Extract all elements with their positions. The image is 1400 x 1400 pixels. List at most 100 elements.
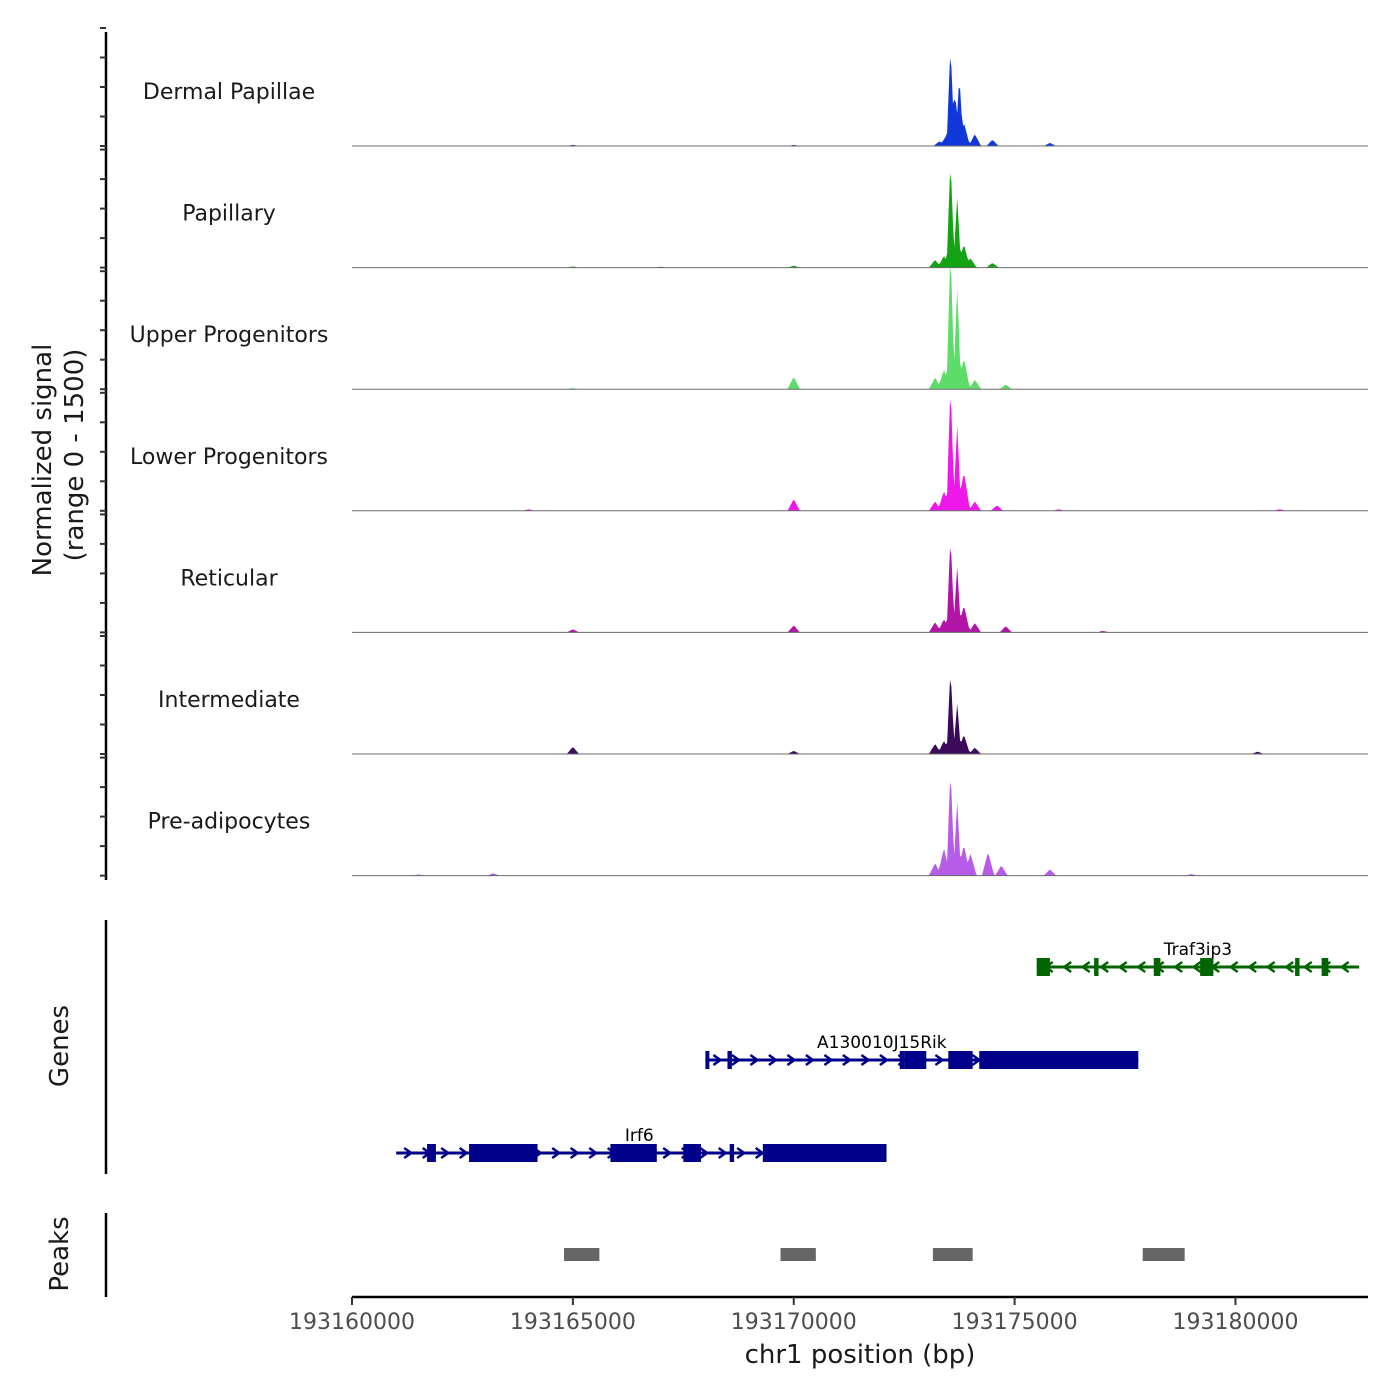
exon [610, 1144, 657, 1162]
exon [762, 1144, 887, 1162]
gene-label: A130010J15Rik [817, 1033, 947, 1053]
strand-arrow [805, 1053, 816, 1067]
peak-region [932, 1248, 973, 1261]
gene-label: Irf6 [625, 1126, 654, 1146]
y-axis-range-label: (range 0 - 1500) [60, 349, 90, 562]
exon [705, 1051, 710, 1069]
exon [727, 1051, 732, 1069]
track-label: Reticular [180, 566, 278, 591]
gene-irf6: Irf6 [396, 1126, 887, 1162]
track-label: Upper Progenitors [130, 323, 329, 348]
x-axis: 193160000 193165000 193170000 193175000 1931… [289, 1295, 1368, 1335]
strand-arrow [1284, 960, 1294, 974]
exon [1094, 958, 1099, 976]
exon [1321, 958, 1329, 976]
strand-arrow [1173, 960, 1183, 974]
strand-arrow [1080, 960, 1091, 974]
exon [729, 1144, 735, 1162]
exon [899, 1051, 905, 1069]
strand-arrow [458, 1146, 469, 1160]
strand-arrow [768, 1053, 779, 1067]
strand-arrow [1062, 960, 1072, 974]
strand-arrow [934, 1053, 945, 1067]
strand-arrow [1117, 960, 1128, 974]
y-axis-title: Normalized signal [28, 344, 58, 577]
signal-area [352, 265, 1368, 390]
strand-arrow [1339, 960, 1350, 974]
gene-traf3ip3: Traf3ip3 [1036, 940, 1360, 976]
strand-arrow [717, 1146, 728, 1160]
signal-track-lower-progenitors [352, 399, 1368, 512]
exon [1153, 958, 1161, 976]
strand-arrow [879, 1053, 890, 1067]
track-label: Pre-adipocytes [148, 810, 311, 835]
peaks-track-label: Peaks [45, 1216, 75, 1291]
signal-tracks [352, 58, 1368, 877]
signal-area [352, 399, 1368, 511]
x-tick-label: 193170000 [731, 1310, 857, 1335]
track-label: Papillary [182, 202, 276, 227]
exon [904, 1051, 927, 1069]
strand-arrow [712, 1053, 723, 1067]
strand-arrow [699, 1146, 710, 1160]
signal-area [352, 173, 1368, 268]
exon [979, 1051, 1139, 1069]
peaks-track [104, 1213, 1185, 1297]
genes-track-label: Genes [45, 1005, 75, 1087]
strand-arrow [1265, 960, 1276, 974]
strand-arrow [731, 1053, 742, 1067]
signal-track-papillary [352, 173, 1368, 269]
gene-track: Traf3ip3 A130010J15Rik Irf6 [104, 920, 1360, 1174]
gene-a130010j15rik: A130010J15Rik [705, 1033, 1139, 1069]
track-label: Dermal Papillae [143, 80, 315, 105]
signal-track-upper-progenitors [352, 265, 1368, 390]
x-tick-label: 193160000 [289, 1310, 415, 1335]
signal-area [352, 679, 1368, 754]
peak-region [780, 1248, 816, 1261]
strand-arrow [786, 1053, 797, 1067]
exon [1295, 958, 1300, 976]
strand-arrow [823, 1053, 834, 1067]
strand-arrow [736, 1146, 747, 1160]
x-axis-title: chr1 position (bp) [745, 1340, 976, 1370]
strand-arrow [842, 1053, 853, 1067]
strand-arrow [662, 1146, 673, 1160]
strand-arrow [588, 1146, 599, 1160]
exon [1200, 958, 1214, 976]
strand-arrow [1247, 960, 1257, 974]
exon [469, 1144, 538, 1162]
track-labels: Dermal Papillae Papillary Upper Progenitor… [130, 80, 329, 835]
signal-track-intermediate [352, 679, 1368, 755]
strand-arrow [403, 1146, 414, 1160]
signal-area [352, 58, 1368, 146]
signal-track-pre-adipocytes [352, 781, 1368, 877]
peak-region [1142, 1248, 1185, 1261]
signal-y-axis [100, 27, 108, 880]
strand-arrow [1228, 960, 1239, 974]
signal-track-dermal-papillae [352, 58, 1368, 147]
signal-area [352, 781, 1368, 876]
strand-arrow [1302, 960, 1313, 974]
track-label: Lower Progenitors [130, 445, 328, 470]
x-tick-label: 193180000 [1172, 1310, 1298, 1335]
strand-arrow [754, 1146, 765, 1160]
strand-arrow [551, 1146, 562, 1160]
signal-area [352, 548, 1368, 633]
x-tick-label: 193175000 [952, 1310, 1078, 1335]
strand-arrow [1191, 960, 1202, 974]
gene-label: Traf3ip3 [1163, 940, 1232, 960]
signal-track-reticular [352, 548, 1368, 633]
exon [948, 1051, 973, 1069]
strand-arrow [860, 1053, 871, 1067]
exon [1036, 958, 1050, 976]
peak-region [564, 1248, 600, 1261]
strand-arrow [440, 1146, 451, 1160]
strand-arrow [569, 1146, 580, 1160]
track-label: Intermediate [158, 688, 300, 713]
exon [427, 1144, 436, 1162]
strand-arrow [1136, 960, 1146, 974]
exon [683, 1144, 701, 1162]
strand-arrow [749, 1053, 760, 1067]
x-tick-label: 193165000 [510, 1310, 636, 1335]
